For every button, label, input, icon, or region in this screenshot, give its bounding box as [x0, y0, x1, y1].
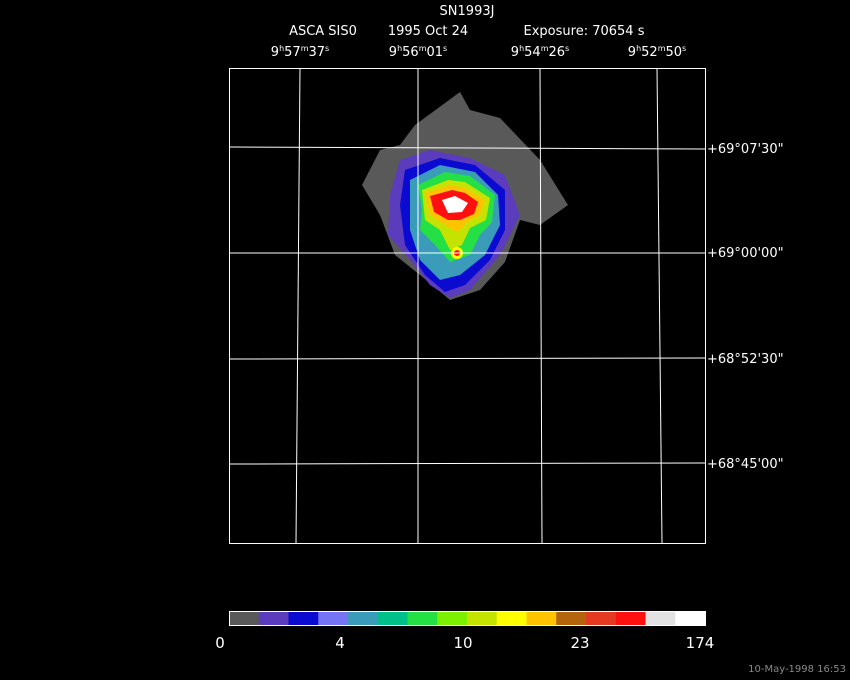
- colorbar-segment: [318, 611, 349, 625]
- colorbar-segment: [526, 611, 557, 625]
- colorbar-segment: [586, 611, 617, 625]
- ra-grid-lines: [295, 67, 663, 544]
- colorbar-segment: [675, 611, 706, 625]
- colorbar-segment: [437, 611, 468, 625]
- colorbar-segment: [377, 611, 408, 625]
- ra-label: 9h57m37s: [271, 44, 329, 60]
- colorbar-segment: [615, 611, 646, 625]
- obs-date: 1995 Oct 24: [388, 24, 468, 39]
- colorbar-segment: [407, 611, 438, 625]
- colorbar-label: 4: [335, 634, 345, 652]
- colorbar-segment: [258, 611, 289, 625]
- instrument: ASCA SIS0: [289, 24, 357, 39]
- ra-label: 9h54m26s: [511, 44, 569, 60]
- dec-label: +69°00'00": [707, 246, 784, 261]
- colorbar-segment: [556, 611, 587, 625]
- title: SN1993J: [440, 4, 495, 19]
- colorbar-label: 0: [215, 634, 225, 652]
- ra-label: 9h52m50s: [628, 44, 686, 60]
- dec-label: +68°52'30": [707, 352, 784, 367]
- dec-label: +68°45'00": [707, 457, 784, 472]
- colorbar-label: 10: [453, 634, 472, 652]
- colorbar-segment: [496, 611, 527, 625]
- coordinate-grid: [228, 67, 706, 544]
- colorbar-segment: [645, 611, 676, 625]
- plot-frame: [229, 68, 706, 544]
- xray-image: [362, 92, 568, 300]
- colorbar-segment: [467, 611, 498, 625]
- colorbar-segment: [229, 611, 260, 625]
- dec-grid-lines: [228, 146, 706, 465]
- dec-label: +69°07'30": [707, 142, 784, 157]
- colorbar-frame: [229, 611, 706, 626]
- timestamp: 10-May-1998 16:53: [748, 664, 846, 675]
- colorbar-segment: [348, 611, 379, 625]
- colorbar-label: 23: [570, 634, 589, 652]
- colorbar-segment: [288, 611, 319, 625]
- colorbar: [229, 611, 706, 626]
- exposure: Exposure: 70654 s: [524, 24, 645, 39]
- colorbar-label: 174: [686, 634, 715, 652]
- ra-label: 9h56m01s: [389, 44, 447, 60]
